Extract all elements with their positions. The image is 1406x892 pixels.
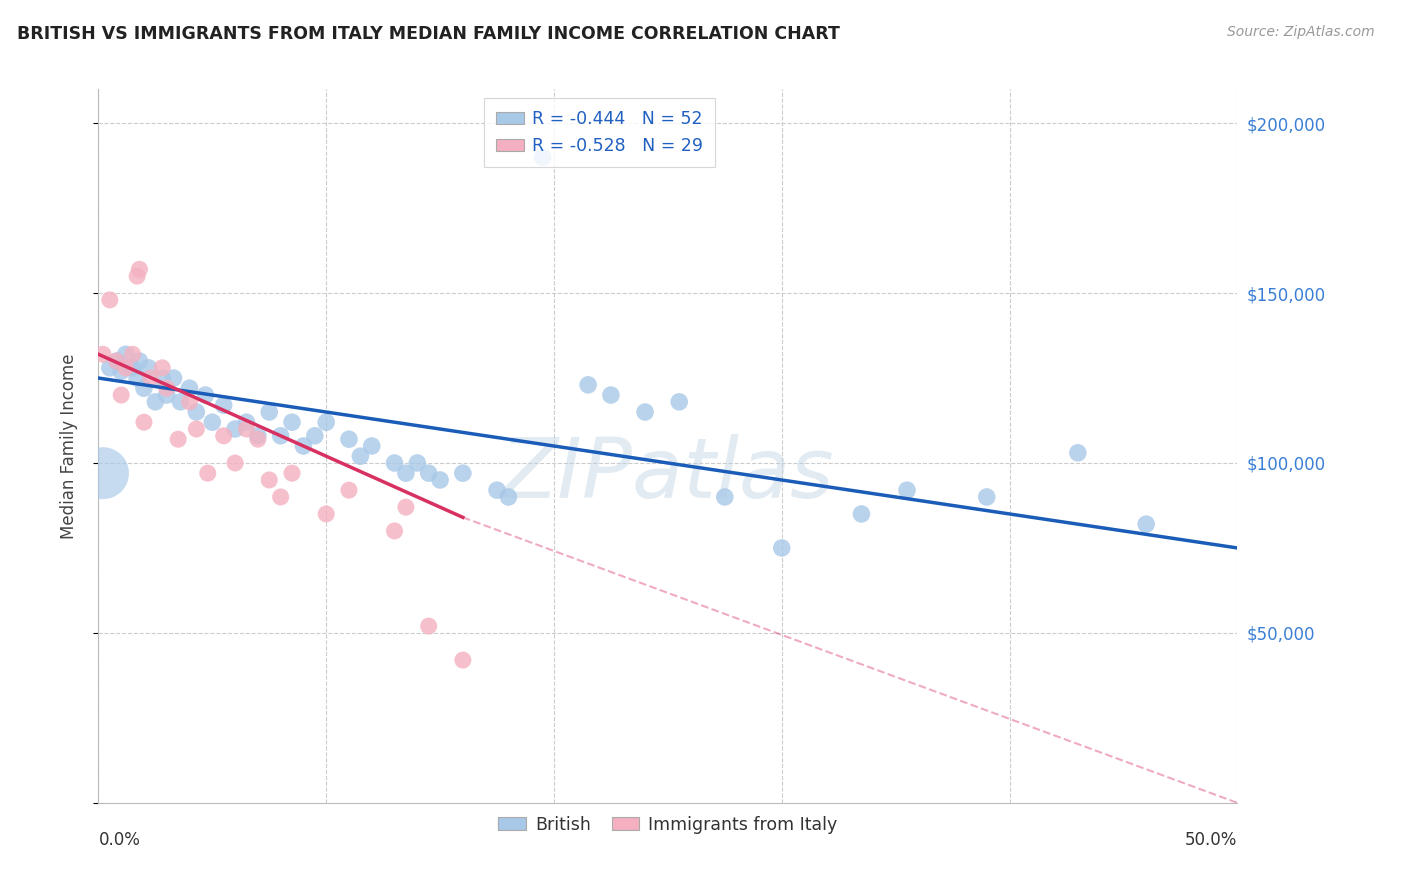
Point: [770, 541, 793, 555]
Point: [360, 439, 382, 453]
Point: [235, 415, 257, 429]
Point: [132, 415, 155, 429]
Point: [429, 473, 451, 487]
Text: 0.0%: 0.0%: [98, 831, 141, 849]
Point: [384, 524, 406, 538]
Text: BRITISH VS IMMIGRANTS FROM ITALY MEDIAN FAMILY INCOME CORRELATION CHART: BRITISH VS IMMIGRANTS FROM ITALY MEDIAN …: [17, 25, 839, 43]
Point: [224, 456, 246, 470]
Text: ZIPatlas: ZIPatlas: [501, 434, 835, 515]
Point: [486, 483, 509, 498]
Point: [128, 262, 150, 277]
Point: [91, 466, 114, 480]
Point: [851, 507, 873, 521]
Point: [186, 405, 208, 419]
Point: [714, 490, 737, 504]
Point: [105, 354, 128, 368]
Point: [128, 354, 150, 368]
Point: [668, 394, 690, 409]
Point: [105, 354, 128, 368]
Point: [212, 429, 235, 443]
Point: [395, 500, 418, 515]
Point: [498, 490, 520, 504]
Point: [156, 381, 179, 395]
Point: [315, 415, 337, 429]
Point: [259, 405, 281, 419]
Point: [418, 466, 440, 480]
Point: [127, 269, 149, 284]
Point: [281, 415, 304, 429]
Point: [138, 360, 160, 375]
Legend: British, Immigrants from Italy: British, Immigrants from Italy: [492, 809, 844, 840]
Point: [167, 432, 190, 446]
Point: [139, 371, 162, 385]
Point: [246, 432, 269, 446]
Point: [281, 466, 304, 480]
Point: [451, 653, 474, 667]
Point: [634, 405, 657, 419]
Point: [169, 394, 191, 409]
Point: [406, 456, 429, 470]
Point: [224, 422, 246, 436]
Point: [337, 432, 360, 446]
Point: [145, 394, 167, 409]
Point: [451, 466, 474, 480]
Point: [418, 619, 440, 633]
Point: [576, 377, 599, 392]
Point: [98, 360, 121, 375]
Point: [600, 388, 623, 402]
Point: [315, 507, 337, 521]
Point: [162, 371, 184, 385]
Point: [1067, 446, 1090, 460]
Text: Source: ZipAtlas.com: Source: ZipAtlas.com: [1227, 25, 1375, 39]
Point: [114, 347, 136, 361]
Point: [395, 466, 418, 480]
Point: [212, 398, 235, 412]
Point: [292, 439, 315, 453]
Point: [98, 293, 121, 307]
Point: [150, 360, 173, 375]
Point: [1135, 517, 1157, 532]
Point: [132, 381, 155, 395]
Point: [197, 466, 219, 480]
Point: [349, 449, 371, 463]
Point: [110, 388, 132, 402]
Point: [114, 360, 136, 375]
Point: [91, 347, 114, 361]
Point: [121, 347, 143, 361]
Point: [337, 483, 360, 498]
Point: [194, 388, 217, 402]
Point: [270, 429, 292, 443]
Point: [127, 371, 149, 385]
Point: [304, 429, 326, 443]
Point: [384, 456, 406, 470]
Point: [201, 415, 224, 429]
Point: [156, 388, 179, 402]
Point: [235, 422, 257, 436]
Point: [976, 490, 998, 504]
Point: [110, 364, 132, 378]
Point: [150, 371, 173, 385]
Point: [531, 150, 554, 164]
Point: [270, 490, 292, 504]
Y-axis label: Median Family Income: Median Family Income: [59, 353, 77, 539]
Point: [179, 394, 201, 409]
Point: [896, 483, 918, 498]
Point: [121, 360, 143, 375]
Point: [259, 473, 281, 487]
Point: [179, 381, 201, 395]
Point: [246, 429, 269, 443]
Text: 50.0%: 50.0%: [1185, 831, 1237, 849]
Point: [186, 422, 208, 436]
